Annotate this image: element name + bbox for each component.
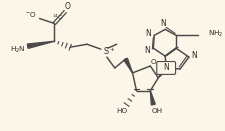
- Text: O: O: [64, 2, 70, 11]
- FancyBboxPatch shape: [156, 62, 175, 74]
- Polygon shape: [123, 58, 132, 73]
- Polygon shape: [158, 67, 167, 78]
- Text: N: N: [160, 19, 165, 28]
- Text: N: N: [163, 64, 168, 72]
- Polygon shape: [150, 91, 155, 105]
- Text: S$^+$: S$^+$: [102, 45, 115, 57]
- Text: OH: OH: [151, 108, 162, 113]
- Text: HO: HO: [116, 108, 127, 113]
- Text: $^{-}$O: $^{-}$O: [25, 10, 36, 19]
- Text: N: N: [190, 51, 196, 60]
- Text: O: O: [150, 59, 155, 65]
- Text: NH$_2$: NH$_2$: [207, 29, 222, 39]
- Text: H$_2$N: H$_2$N: [10, 45, 26, 55]
- Text: N: N: [144, 46, 150, 55]
- Text: $^{14}$C: $^{14}$C: [52, 13, 63, 22]
- Text: N: N: [145, 29, 151, 38]
- Polygon shape: [27, 41, 54, 48]
